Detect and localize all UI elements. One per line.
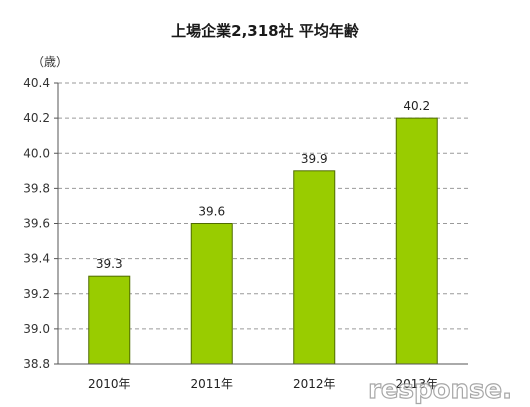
x-tick-label: 2010年: [88, 377, 131, 391]
y-tick-label: 40.2: [23, 111, 50, 125]
y-tick-label: 39.8: [23, 181, 50, 195]
bar: [88, 275, 131, 365]
bar: [395, 117, 438, 365]
x-tick-label: 2013年: [395, 377, 438, 391]
y-tick-label: 39.6: [23, 217, 50, 231]
y-tick-label: 39.0: [23, 322, 50, 336]
y-tick-label: 39.2: [23, 287, 50, 301]
data-labels: 39.3 39.6 39.9 40.2: [96, 99, 430, 271]
bar: [293, 170, 336, 365]
y-tick-label: 40.0: [23, 146, 50, 160]
y-tick-label: 39.4: [23, 252, 50, 266]
data-label: 40.2: [403, 99, 430, 113]
y-axis-ticks: 38.8 39.0 39.2 39.4 39.6 39.8 40.0 40.2 40.4: [23, 76, 58, 371]
gridlines: [58, 82, 468, 330]
data-label: 39.9: [301, 152, 328, 166]
x-axis-labels: 2010年 2011年 2012年 2013年: [88, 377, 438, 391]
x-tick-label: 2012年: [293, 377, 336, 391]
y-axis-unit-label: （歳）: [32, 55, 68, 69]
chart-title: 上場企業2,318社 平均年齢: [171, 22, 360, 40]
data-label: 39.6: [198, 205, 225, 219]
watermark-logo: response.: [368, 375, 512, 405]
x-tick-label: 2011年: [190, 377, 233, 391]
bars: [88, 117, 438, 365]
y-tick-label: 38.8: [23, 357, 50, 371]
data-label: 39.3: [96, 257, 123, 271]
bar: [190, 223, 233, 365]
y-tick-label: 40.4: [23, 76, 50, 90]
